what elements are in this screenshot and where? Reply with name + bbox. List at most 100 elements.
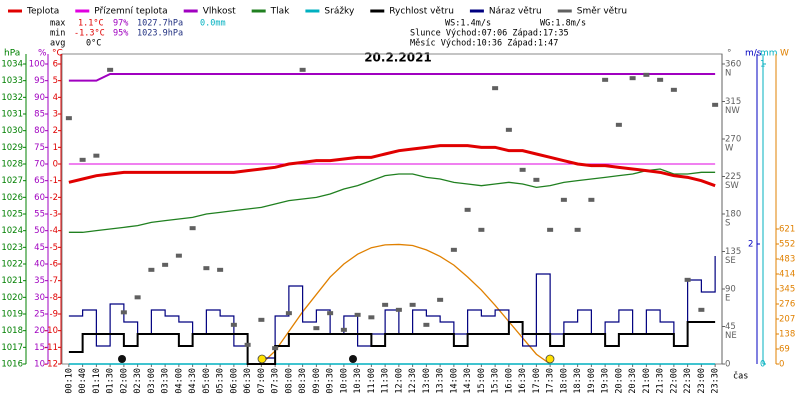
stat-temp: 0°C — [86, 39, 101, 49]
y-tick-label: 1029 — [1, 143, 23, 153]
y-tick-label: 207 — [779, 315, 795, 325]
y-tick-label: 85 — [34, 110, 45, 120]
y-tick-label: 2 — [53, 126, 58, 136]
direction-mark — [368, 315, 375, 320]
direction-label: S — [725, 219, 730, 229]
series-line — [68, 321, 716, 365]
legend-label: Směr větru — [577, 7, 627, 17]
axis-unit: % — [38, 49, 47, 59]
direction-mark — [189, 226, 196, 231]
y-tick-label: -12 — [44, 360, 58, 370]
direction-mark — [244, 342, 251, 347]
x-tick-label: 02:30 — [133, 368, 143, 394]
x-tick-label: 22:00 — [669, 368, 679, 394]
x-tick-label: 12:30 — [408, 368, 418, 394]
x-tick-label: 05:00 — [202, 368, 212, 394]
x-tick-label: 00:40 — [78, 368, 88, 394]
y-tick-label: -2 — [50, 193, 58, 203]
x-tick-label: 04:00 — [174, 368, 184, 394]
direction-mark — [409, 302, 416, 307]
y-tick-label: 1034 — [1, 60, 23, 70]
y-tick-label: 0 — [53, 160, 58, 170]
y-tick-label: 2 — [748, 240, 753, 250]
y-tick-label: 100 — [29, 60, 45, 70]
y-tick-label: 1031 — [1, 110, 23, 120]
stat-label: max — [50, 19, 65, 29]
series-line — [68, 73, 716, 82]
moonset-dot — [118, 355, 126, 363]
x-tick-label: 01:30 — [106, 368, 116, 394]
direction-mark — [175, 253, 182, 258]
direction-mark — [698, 307, 705, 312]
direction-mark — [340, 327, 347, 332]
y-tick-label: 0 — [725, 360, 730, 370]
series-line — [68, 144, 716, 188]
direction-mark — [560, 197, 567, 202]
y-tick-label: 0 — [779, 360, 784, 370]
y-tick-label: 1027 — [1, 176, 23, 186]
x-tick-label: 08:00 — [284, 368, 294, 394]
y-tick-label: 1033 — [1, 76, 23, 86]
stat-humidity: 95% — [113, 29, 128, 39]
legend-label: Náraz větru — [489, 7, 542, 17]
y-tick-label: 55 — [34, 210, 45, 220]
y-tick-label: 276 — [779, 300, 795, 310]
y-tick-label: 10 — [34, 360, 45, 370]
stat-moon: Měsíc Východ:10:36 Západ:1:47 — [410, 39, 558, 49]
direction-mark — [258, 317, 265, 322]
y-tick-label: 1028 — [1, 160, 23, 170]
x-tick-label: 12:00 — [394, 368, 404, 394]
x-tick-label: 20:30 — [628, 368, 638, 394]
y-tick-label: 1032 — [1, 93, 23, 103]
legend-label: Srážky — [324, 7, 355, 17]
y-tick-label: -7 — [50, 276, 58, 286]
direction-mark — [712, 102, 719, 107]
y-tick-label: 45 — [725, 322, 736, 332]
direction-mark — [450, 247, 457, 252]
stat-temp: 1.1°C — [78, 19, 104, 29]
legend-label: Rychlost větru — [389, 7, 454, 17]
direction-mark — [629, 76, 636, 81]
y-tick-label: 45 — [34, 243, 45, 253]
x-tick-label: 14:30 — [463, 368, 473, 394]
direction-mark — [148, 267, 155, 272]
y-tick-label: 1019 — [1, 310, 23, 320]
direction-mark — [643, 72, 650, 77]
y-tick-label: -4 — [50, 226, 58, 236]
direction-label: NE — [725, 331, 737, 341]
axis-unit: °C — [52, 49, 63, 59]
y-tick-label: 360 — [725, 60, 741, 70]
y-tick-label: -11 — [44, 343, 58, 353]
direction-mark — [327, 311, 334, 316]
x-tick-label: 22:30 — [683, 368, 693, 394]
x-tick-label: 19:00 — [587, 368, 597, 394]
y-tick-label: 30 — [34, 293, 45, 303]
x-tick-label: 16:30 — [518, 368, 528, 394]
legend-label: Tlak — [270, 7, 291, 17]
x-tick-label: 21:30 — [656, 368, 666, 394]
y-tick-label: 270 — [725, 135, 741, 145]
stat-sun: Slunce Východ:07:06 Západ:17:35 — [410, 29, 569, 39]
y-tick-label: 90 — [34, 93, 45, 103]
axis-unit: W — [780, 49, 789, 59]
y-tick-label: 40 — [34, 260, 45, 270]
direction-mark — [533, 177, 540, 182]
legend-label: Přízemní teplota — [94, 7, 167, 17]
y-tick-label: 20 — [34, 326, 45, 336]
direction-mark — [120, 310, 127, 315]
direction-label: SE — [725, 256, 736, 266]
y-tick-label: -9 — [50, 310, 58, 320]
direction-mark — [547, 227, 554, 232]
stat-rain: 0.0mm — [200, 19, 226, 29]
y-tick-label: 1016 — [1, 360, 23, 370]
x-tick-label: 05:30 — [216, 368, 226, 394]
direction-mark — [395, 307, 402, 312]
x-tick-label: 13:30 — [436, 368, 446, 394]
stat-label: min — [50, 29, 65, 39]
direction-mark — [230, 322, 237, 327]
direction-mark — [65, 116, 72, 121]
direction-mark — [217, 267, 224, 272]
x-tick-label: 09:00 — [312, 368, 322, 394]
x-tick-label: 10:30 — [353, 368, 363, 394]
